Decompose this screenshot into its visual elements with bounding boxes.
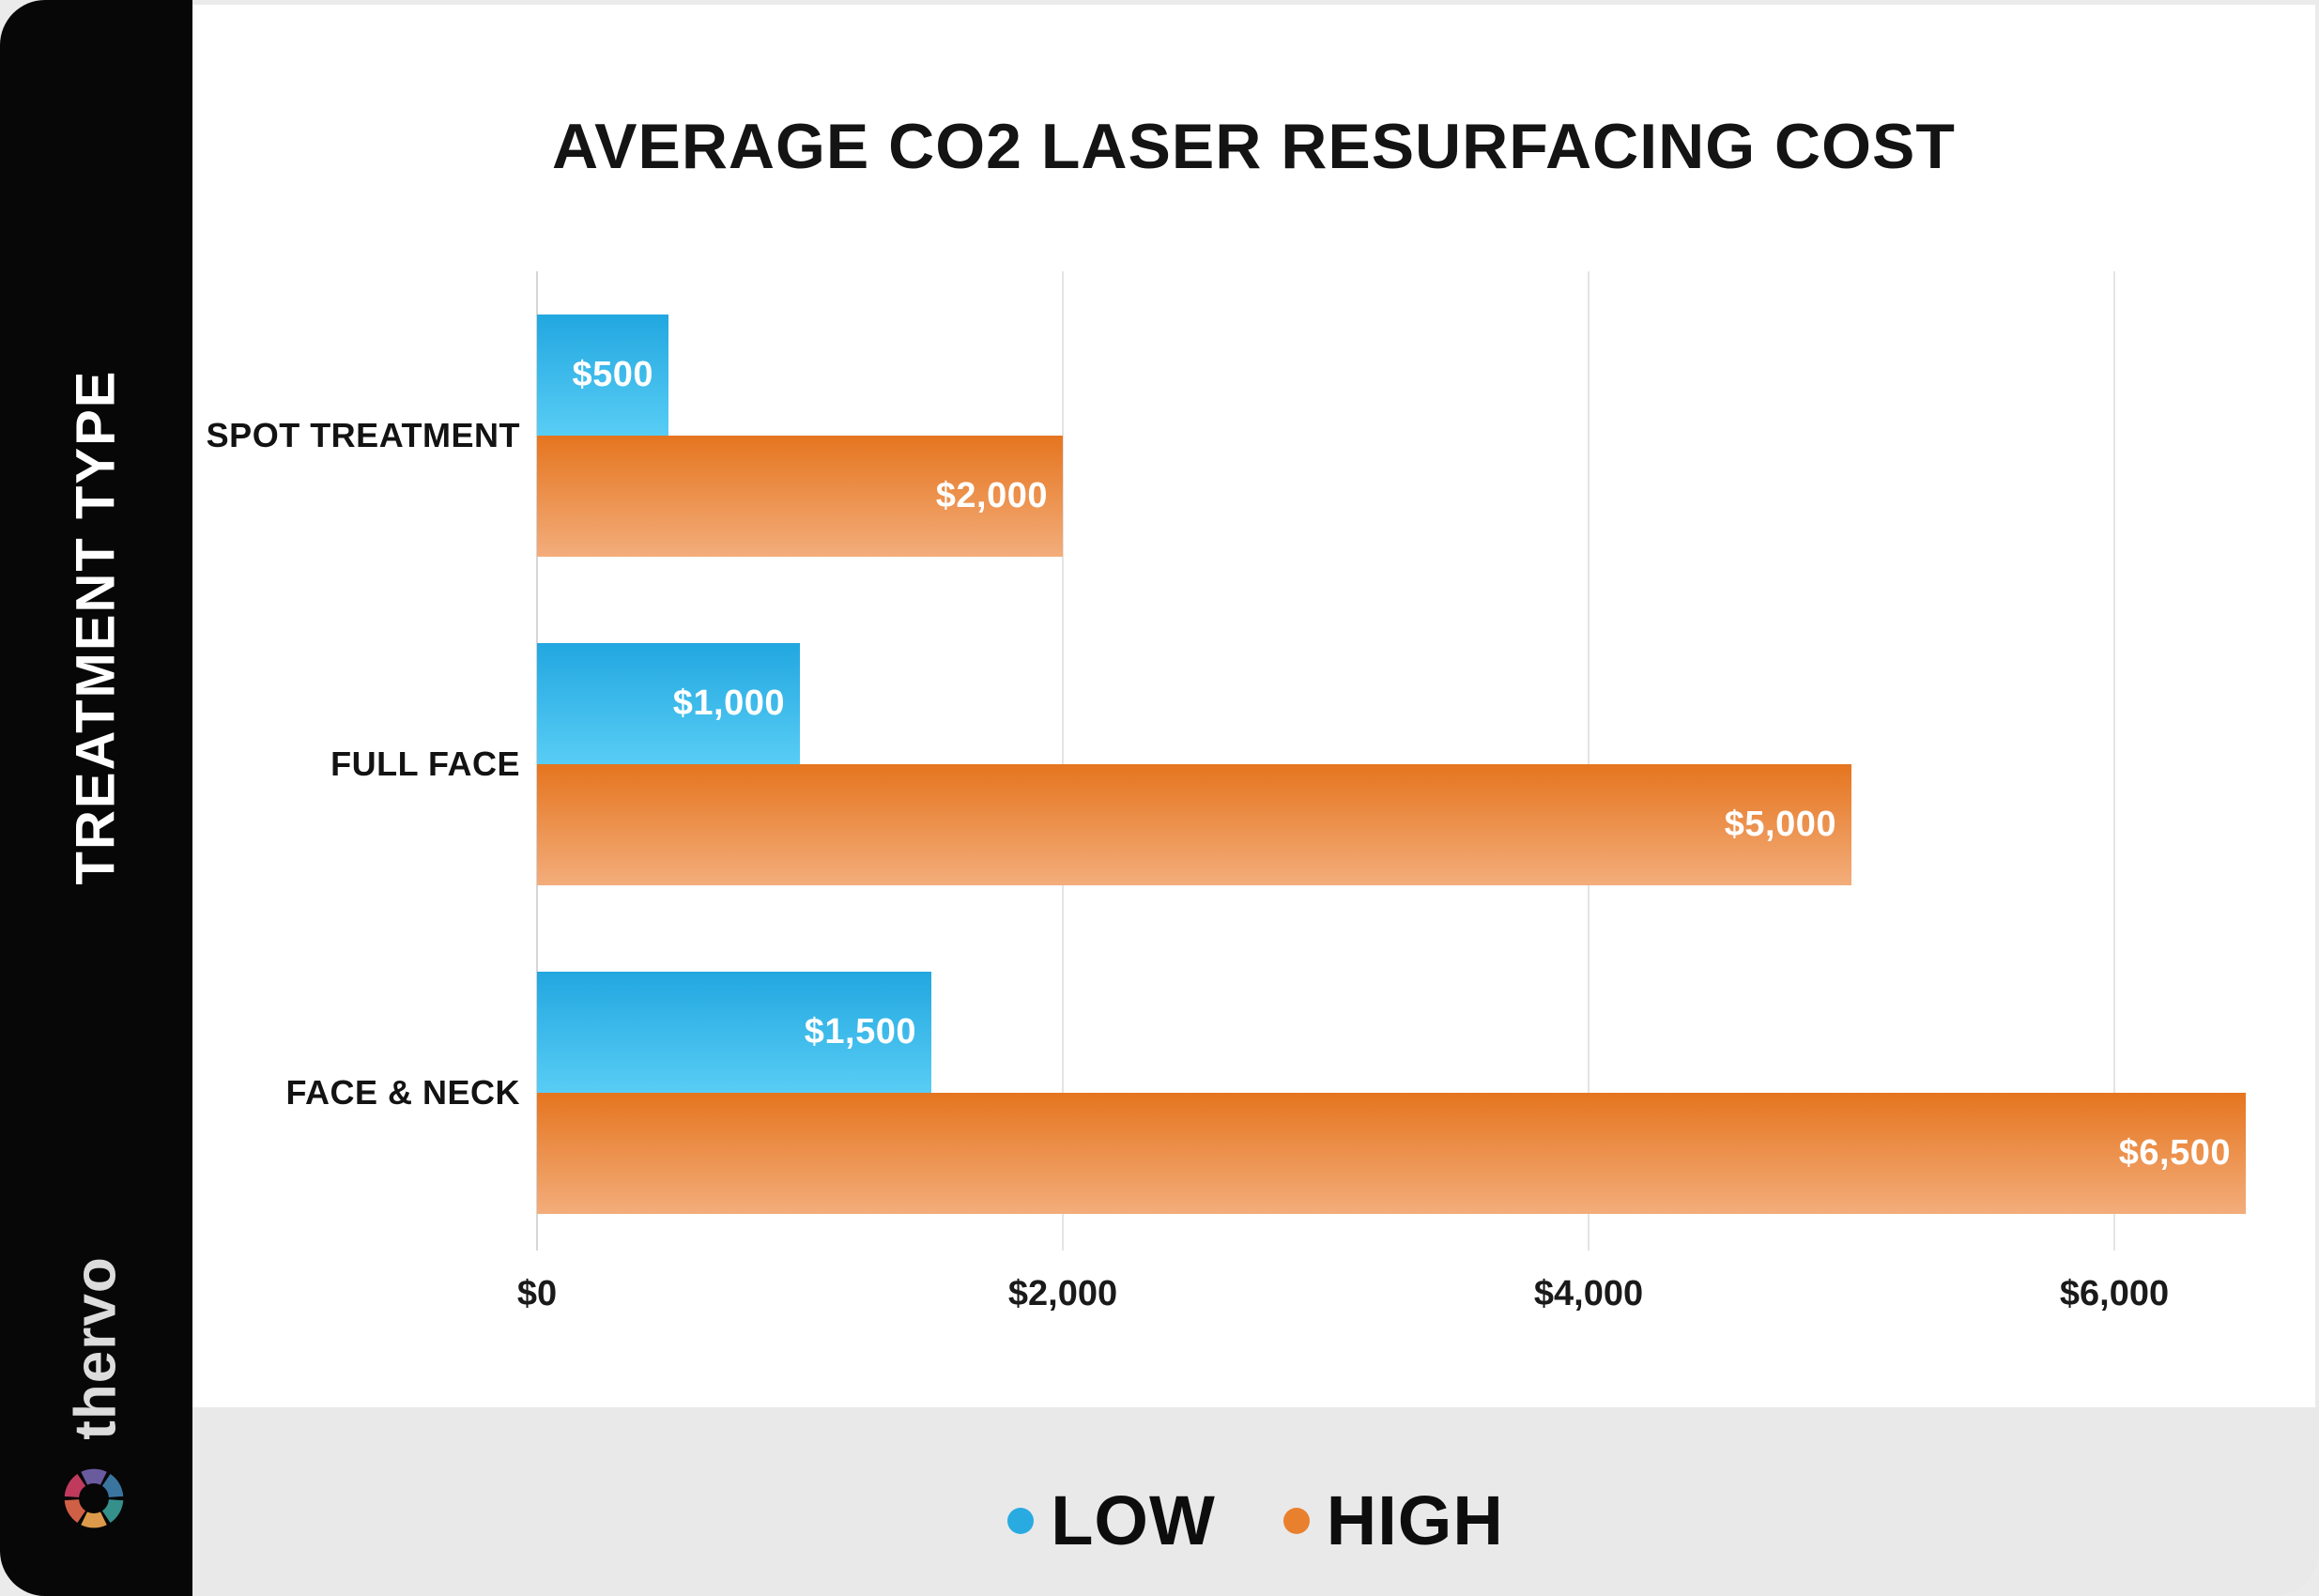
legend-strip: LOW HIGH xyxy=(192,1407,2319,1596)
aperture-petal xyxy=(64,1498,86,1524)
bar-low: $500 xyxy=(537,315,668,436)
legend: LOW HIGH xyxy=(1007,1481,1504,1560)
bar-high: $5,000 xyxy=(537,764,1851,885)
aperture-petal xyxy=(101,1498,124,1524)
aperture-petal xyxy=(81,1468,107,1485)
category-label: FACE & NECK xyxy=(285,1073,520,1112)
bar-value-label: $5,000 xyxy=(1724,805,1836,844)
bar-value-label: $500 xyxy=(572,355,653,394)
plot-area: $0 $2,000 $4,000 $6,000 SPOT TREATMENT $500 $2… xyxy=(207,271,2272,1313)
chart-card: AVERAGE CO2 LASER RESURFACING COST $0 $2,… xyxy=(192,5,2315,1407)
legend-label: LOW xyxy=(1051,1481,1216,1559)
aperture-petal xyxy=(81,1512,107,1528)
gridline xyxy=(1062,271,1064,1251)
x-tick-label: $0 xyxy=(516,1274,558,1313)
legend-dot-low xyxy=(1007,1507,1035,1534)
category-label: FULL FACE xyxy=(330,744,520,783)
bar-value-label: $6,500 xyxy=(2118,1133,2231,1173)
legend-item-high: HIGH xyxy=(1282,1481,1504,1560)
legend-item-low: LOW xyxy=(1007,1481,1216,1560)
sidebar: TREATMENT TYPE thervo xyxy=(0,0,192,1596)
bar-value-label: $1,500 xyxy=(804,1012,916,1051)
chart-title: AVERAGE CO2 LASER RESURFACING COST xyxy=(552,111,1956,182)
bar-high: $6,500 xyxy=(537,1093,2246,1214)
x-tick-label: $6,000 xyxy=(2059,1274,2170,1313)
category-label: SPOT TREATMENT xyxy=(206,416,520,454)
legend-dot-high xyxy=(1282,1507,1310,1534)
aperture-petal xyxy=(64,1473,86,1498)
bar-high: $2,000 xyxy=(537,436,1063,557)
bar-value-label: $2,000 xyxy=(935,476,1048,515)
legend-label: HIGH xyxy=(1326,1481,1504,1559)
gridline xyxy=(1588,271,1590,1251)
bar-value-label: $1,000 xyxy=(672,683,785,723)
bar-low: $1,500 xyxy=(537,972,931,1093)
y-axis-title: TREATMENT TYPE xyxy=(65,369,127,885)
bar-low: $1,000 xyxy=(537,643,800,764)
aperture-icon xyxy=(64,1468,124,1528)
logo-text: thervo xyxy=(63,1256,129,1440)
gridline xyxy=(2113,271,2115,1251)
x-tick-label: $4,000 xyxy=(1533,1274,1644,1313)
aperture-petal xyxy=(101,1473,124,1498)
x-tick-label: $2,000 xyxy=(1007,1274,1118,1313)
